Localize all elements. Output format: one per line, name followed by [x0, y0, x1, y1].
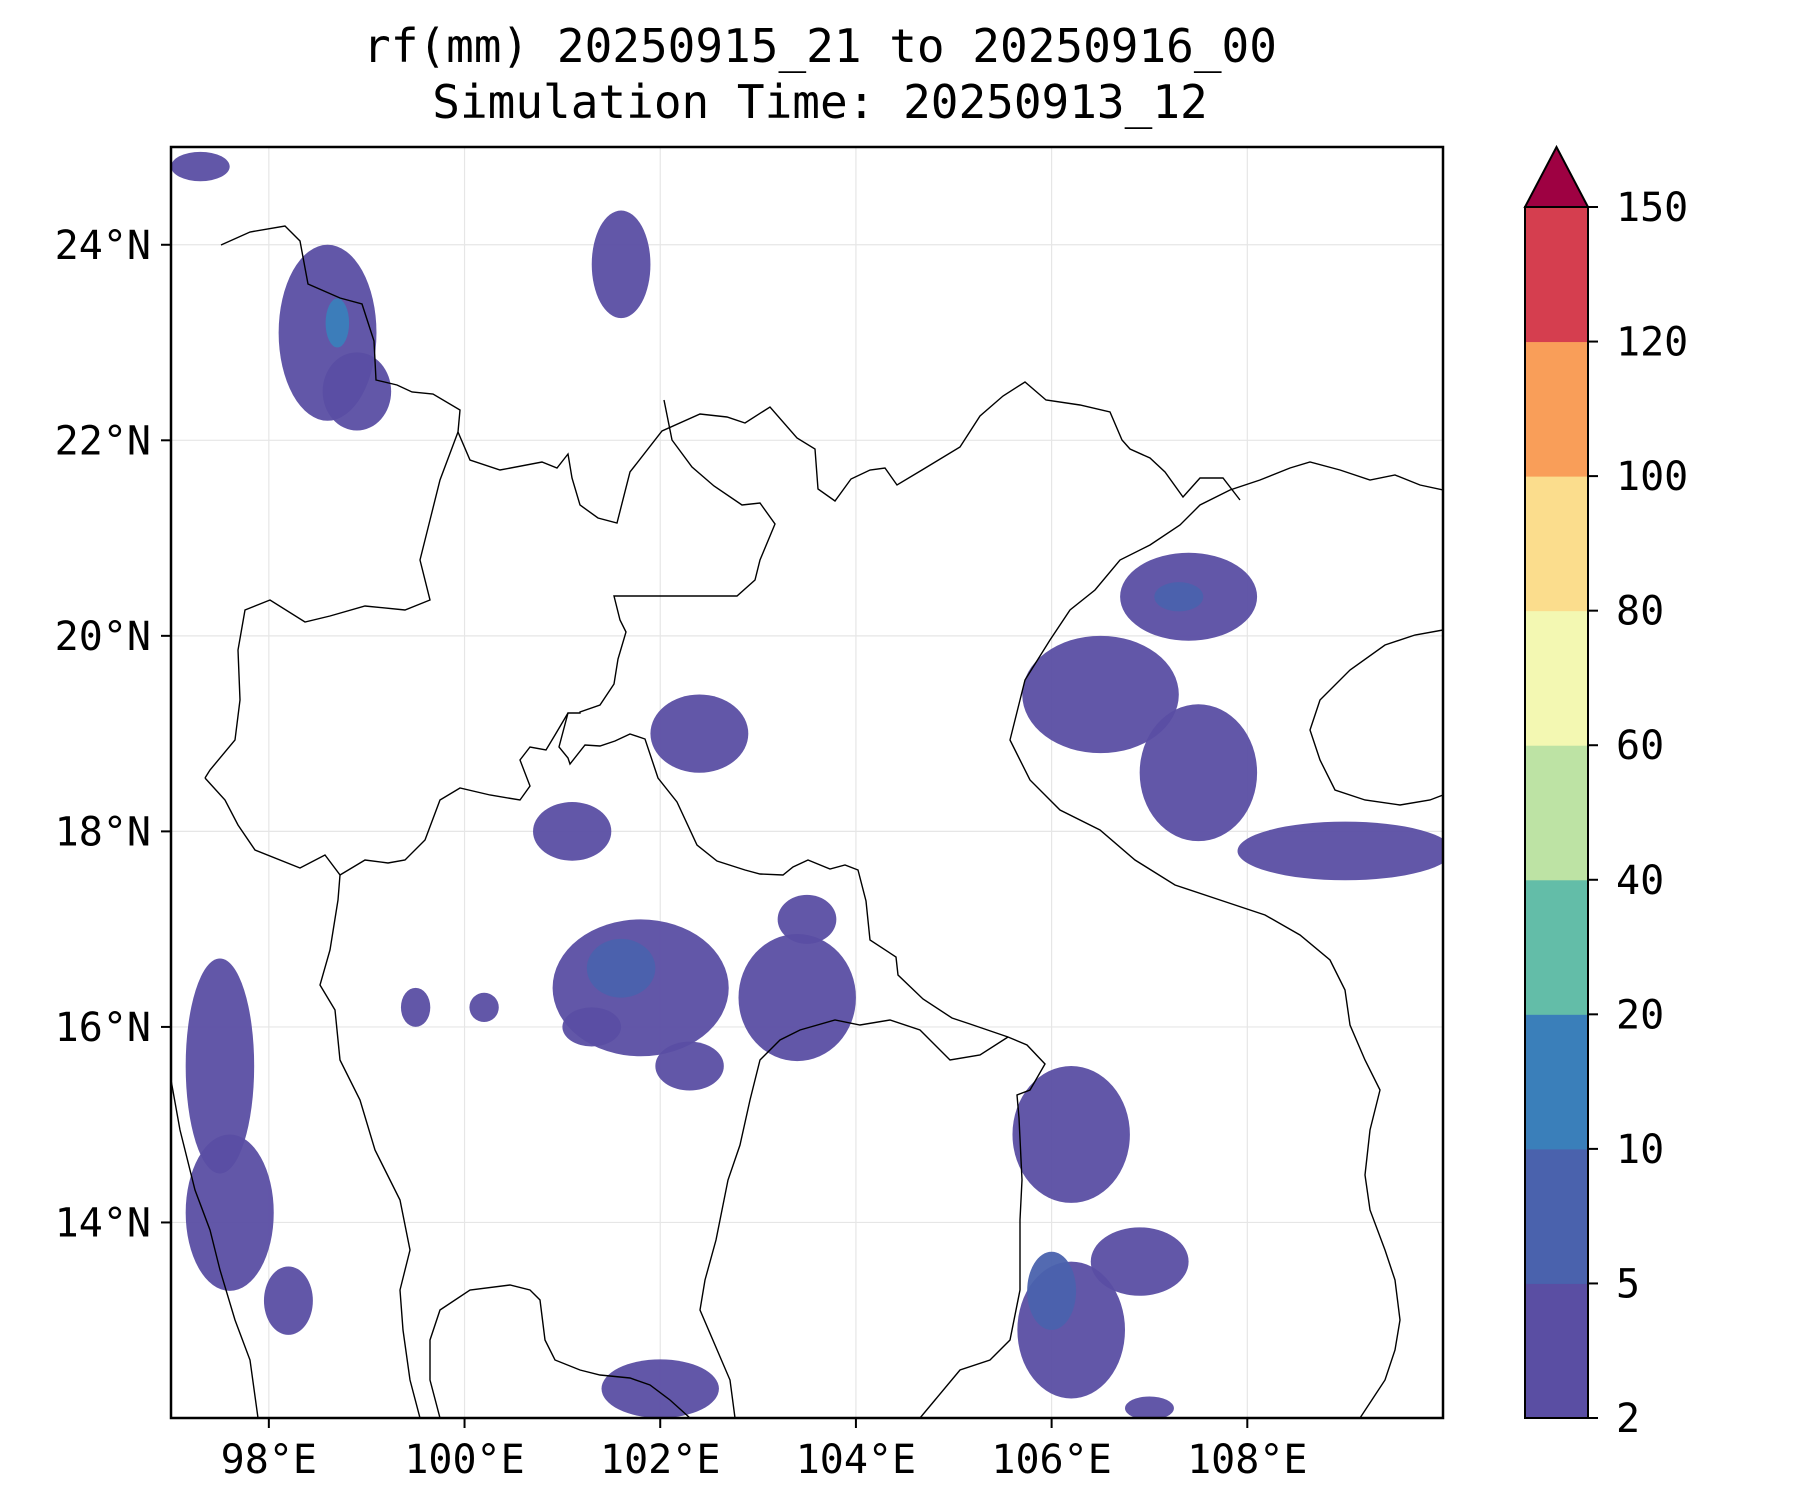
rain-cell [586, 938, 656, 998]
lat-tick-label: 16°N [55, 1005, 151, 1051]
map-subtitle: Simulation Time: 20250913_12 [432, 75, 1208, 129]
lon-tick-label: 106°E [991, 1437, 1111, 1483]
rain-cell [777, 894, 837, 944]
lat-tick-label: 18°N [55, 809, 151, 855]
colorbar-segment [1525, 610, 1588, 746]
rain-cell [650, 694, 749, 773]
rain-cell [469, 992, 499, 1023]
border-laos-thailand [339, 712, 569, 876]
coast-vietnam [1009, 461, 1443, 1418]
lon-tick-label: 102°E [600, 1437, 720, 1483]
colorbar-segment [1525, 341, 1588, 477]
map-grid [171, 147, 1443, 1418]
rain-cell [1154, 582, 1204, 612]
country-borders [204, 225, 1241, 1418]
rain-cell [185, 1134, 274, 1291]
border-myanmar-laos [204, 431, 459, 779]
colorbar-tick-label: 60 [1616, 723, 1664, 769]
rain-cell [562, 1007, 622, 1047]
lat-tick-label: 24°N [55, 223, 151, 269]
rain-cell [601, 1359, 719, 1418]
rain-cell [738, 934, 856, 1062]
coast-hainan [1309, 629, 1443, 806]
rain-cell [1027, 1251, 1077, 1331]
border-cambodia-thailand [699, 1019, 1009, 1418]
colorbar-tick-label: 2 [1616, 1396, 1640, 1442]
rain-cell [533, 802, 612, 861]
colorbar-extend-arrow [1523, 144, 1590, 208]
border-laos-vietnam [558, 399, 1046, 1119]
colorbar-segment [1525, 1283, 1588, 1419]
rain-cell [1090, 1227, 1189, 1296]
colorbar-tick-label: 120 [1616, 320, 1688, 366]
rain-cell [322, 352, 392, 431]
colorbar-frame [1524, 206, 1589, 1419]
lon-tick-label: 100°E [404, 1437, 524, 1483]
rain-cell [1139, 704, 1258, 842]
colorbar-tick-label: 100 [1616, 454, 1688, 500]
map-title: rf(mm) 20250915_21 to 20250916_00 [363, 19, 1277, 73]
colorbar-segment [1525, 879, 1588, 1015]
rain-cell [325, 298, 350, 348]
rain-cell [1022, 635, 1179, 754]
colorbar-tick-label: 20 [1616, 992, 1664, 1038]
lat-tick-label: 20°N [55, 614, 151, 660]
border-china-vietnam-laos [220, 225, 1241, 524]
rain-cell [1125, 1396, 1174, 1418]
lat-tick-label: 14°N [55, 1200, 151, 1246]
rain-cell [655, 1041, 724, 1091]
colorbar-segment [1525, 207, 1588, 343]
colorbar-tick-label: 10 [1616, 1127, 1664, 1173]
lon-tick-label: 98°E [221, 1437, 317, 1483]
colorbar-tick-label: 5 [1616, 1261, 1640, 1307]
coast-thailand-gulf [429, 1284, 691, 1418]
lon-tick-label: 104°E [796, 1437, 916, 1483]
colorbar-segment [1525, 1014, 1588, 1150]
rain-cell [400, 987, 431, 1027]
map-frame [169, 145, 1445, 1420]
axis-ticks: 98°E 100°E 102°E 104°E 106°E 108°E 24°N 22°N 20°… [55, 223, 1308, 1483]
colorbar-tick-label: 80 [1616, 589, 1664, 635]
rain-cell [1012, 1066, 1130, 1203]
colorbar-tick-label: 40 [1616, 858, 1664, 904]
lat-tick-label: 22°N [55, 418, 151, 464]
colorbar-tick-label: 150 [1616, 185, 1688, 231]
rain-cell [1237, 821, 1443, 881]
rain-cell [185, 958, 255, 1174]
colorbar: 2 5 10 20 40 60 80 100 120 150 [1523, 144, 1688, 1442]
rain-cell [263, 1266, 313, 1335]
rainfall-field [171, 151, 1443, 1418]
coastline [171, 461, 1443, 1418]
border-cambodia-vietnam [919, 1117, 1023, 1418]
border-myanmar-thailand [204, 777, 421, 1418]
colorbar-segment [1525, 476, 1588, 612]
rain-cell [171, 151, 230, 182]
colorbar-segment [1525, 745, 1588, 881]
lon-tick-label: 108°E [1187, 1437, 1307, 1483]
coast-myanmar [171, 1079, 259, 1418]
colorbar-segment [1525, 1148, 1588, 1284]
rain-cell [591, 210, 651, 319]
